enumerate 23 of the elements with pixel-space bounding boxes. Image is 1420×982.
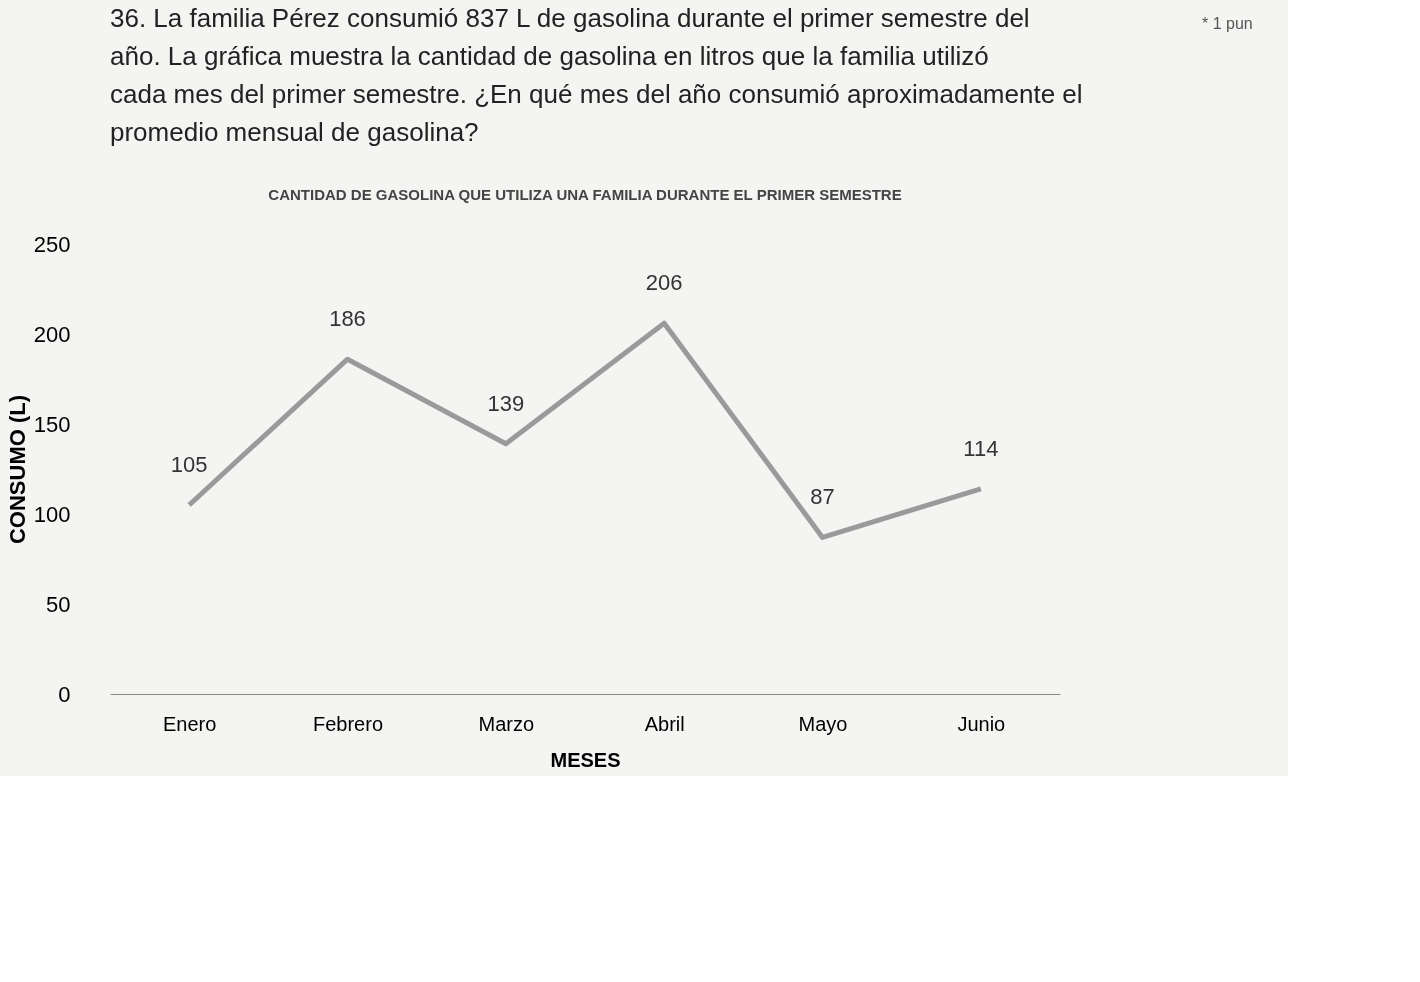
- y-tick-label: 100: [33, 501, 71, 527]
- data-label: 206: [645, 270, 683, 296]
- text: 36. La familia Pérez consumió 837 L de gasolina durante el primer semestre del año. La gráfica muestra la cantidad de gasolina en litros que la familia utilizó cada mes del primer semestre. ¿En qué mes del año consumió aproximadamente el promedio mensual de gasolina?: [110, 3, 1083, 147]
- x-tick-label: Junio: [957, 712, 1006, 735]
- chart-title: CANTIDAD DE GASOLINA QUE UTILIZA UNA FAMILIA DURANTE EL PRIMER SEMESTRE: [268, 186, 902, 203]
- x-tick-label: Abril: [644, 712, 685, 735]
- data-label: 105: [170, 452, 208, 477]
- y-tick-label: 150: [33, 411, 71, 437]
- y-axis-title: CONSUMO (L): [4, 394, 30, 545]
- y-tick-label: 250: [33, 231, 71, 257]
- x-tick-label: Enero: [162, 712, 217, 735]
- data-label: 139: [487, 390, 525, 416]
- x-tick-label: Febrero: [312, 712, 384, 735]
- x-axis-title: MESES: [550, 748, 621, 771]
- data-label: 87: [810, 484, 835, 510]
- data-label: 186: [329, 306, 366, 332]
- data-label: 114: [963, 435, 999, 461]
- y-tick-label: 0: [58, 681, 71, 707]
- x-tick-label: Marzo: [478, 712, 535, 735]
- y-tick-label: 200: [33, 321, 71, 347]
- y-tick-label: 50: [46, 591, 71, 617]
- x-tick-label: Mayo: [798, 712, 848, 735]
- text: * 1 pun: [1202, 15, 1253, 32]
